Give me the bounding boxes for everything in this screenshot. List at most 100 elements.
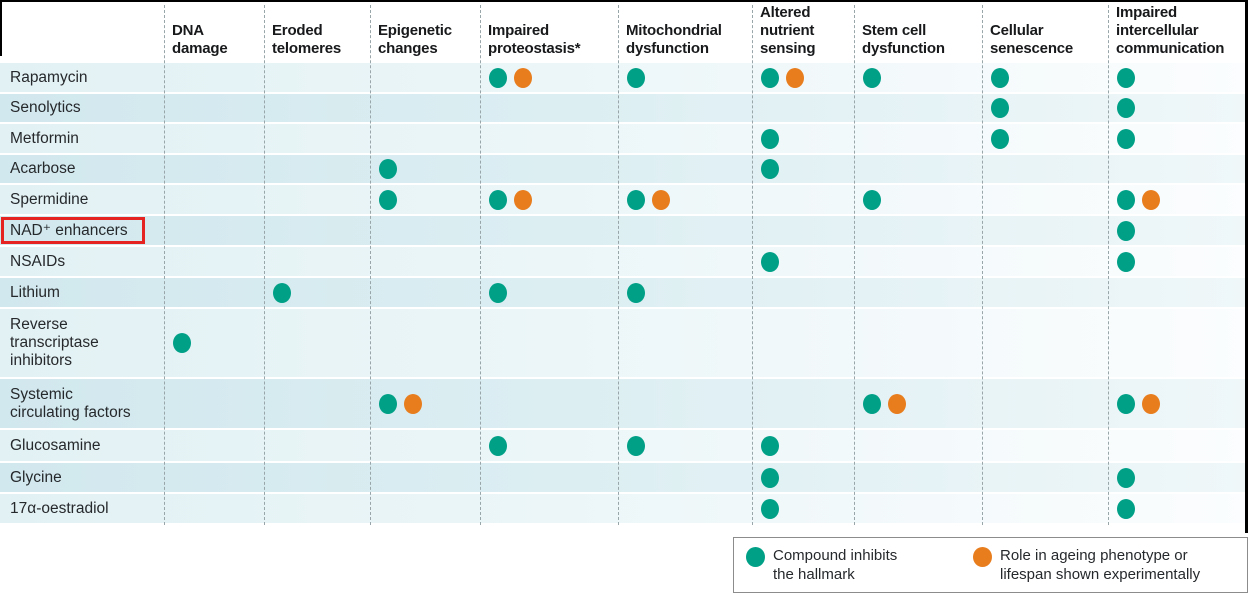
inhibits-dot-icon	[761, 128, 779, 149]
frame-left-edge	[0, 0, 2, 56]
matrix-cell	[618, 494, 752, 523]
matrix-cell	[752, 63, 854, 92]
table-row: Lithium	[0, 278, 1248, 309]
matrix-cell	[854, 216, 982, 245]
matrix-cell	[164, 124, 264, 153]
matrix-cell	[1108, 94, 1248, 122]
row-label: Glucosamine	[0, 430, 164, 461]
inhibits-dot-icon	[627, 189, 645, 210]
matrix-cell	[752, 185, 854, 214]
matrix-cell	[618, 185, 752, 214]
row-label: Reverse transcriptase inhibitors	[0, 309, 164, 377]
matrix-cell	[1108, 216, 1248, 245]
matrix-cell	[618, 309, 752, 377]
inhibits-dot-icon	[761, 159, 779, 179]
matrix-cell	[480, 278, 618, 307]
experimental-dot-icon	[514, 189, 532, 210]
matrix-cell	[752, 216, 854, 245]
experimental-dot-icon	[514, 67, 532, 88]
column-separator-line	[264, 5, 265, 525]
row-label: Systemic circulating factors	[0, 379, 164, 428]
matrix-cell	[752, 463, 854, 492]
matrix-cell	[370, 124, 480, 153]
matrix-cell	[164, 463, 264, 492]
inhibits-dot-icon	[379, 189, 397, 210]
table-row: Systemic circulating factors	[0, 379, 1248, 430]
inhibits-dot-icon	[489, 67, 507, 88]
matrix-cell	[618, 430, 752, 461]
column-header: Eroded telomeres	[272, 22, 342, 57]
matrix-cell	[164, 155, 264, 183]
legend-entry-inhibits: Compound inhibits the hallmark	[746, 546, 913, 584]
column-separator-line	[618, 5, 619, 525]
column-header: Altered nutrient sensing	[760, 4, 816, 57]
column-header: Impaired proteostasis*	[488, 22, 581, 57]
matrix-cell	[982, 278, 1108, 307]
table-row: NSAIDs	[0, 247, 1248, 278]
matrix-cell	[480, 463, 618, 492]
table-row: Metformin	[0, 124, 1248, 155]
inhibits-dot-icon	[761, 498, 779, 519]
row-label-text: Spermidine	[10, 190, 89, 208]
inhibits-dot-icon	[1117, 220, 1135, 241]
matrix-cell	[982, 124, 1108, 153]
inhibits-dot-icon	[627, 435, 645, 456]
matrix-cell	[854, 278, 982, 307]
matrix-cell	[480, 247, 618, 276]
row-label-text: Acarbose	[10, 160, 76, 177]
matrix-cell	[264, 185, 370, 214]
legend: Compound inhibits the hallmark Role in a…	[733, 537, 1248, 593]
table-row: Glucosamine	[0, 430, 1248, 463]
legend-inhibits-label: Compound inhibits the hallmark	[773, 547, 898, 583]
matrix-cell	[370, 494, 480, 523]
matrix-cell	[854, 379, 982, 428]
corner-cell	[0, 0, 164, 63]
column-header: Cellular senescence	[990, 22, 1074, 57]
matrix-cell	[854, 124, 982, 153]
matrix-cell	[164, 494, 264, 523]
inhibits-dot-icon	[489, 435, 507, 456]
inhibits-dot-icon	[991, 98, 1009, 118]
matrix-cell	[1108, 124, 1248, 153]
column-separator-line	[164, 5, 165, 525]
row-label-text: Glycine	[10, 468, 62, 486]
matrix-cell	[1108, 463, 1248, 492]
matrix-cell	[264, 494, 370, 523]
matrix-cell	[982, 430, 1108, 461]
frame-top-edge	[0, 0, 1248, 2]
column-header: Mitochondrial dysfunction	[626, 22, 722, 57]
matrix-cell	[164, 430, 264, 461]
inhibits-dot-icon	[991, 128, 1009, 149]
matrix-cell	[164, 379, 264, 428]
table-row: Spermidine	[0, 185, 1248, 216]
matrix-cell	[164, 63, 264, 92]
inhibits-dot-icon	[627, 67, 645, 88]
legend-inhibits-dot-icon	[746, 547, 765, 567]
matrix-cell	[752, 430, 854, 461]
inhibits-dot-icon	[863, 393, 881, 414]
inhibits-dot-icon	[863, 67, 881, 88]
matrix-cell	[752, 309, 854, 377]
row-label: Acarbose	[0, 155, 164, 183]
matrix-cell	[370, 463, 480, 492]
matrix-cell	[1108, 379, 1248, 428]
matrix-cell	[854, 463, 982, 492]
matrix-cell	[854, 155, 982, 183]
matrix-cell	[752, 94, 854, 122]
row-label-text: Lithium	[10, 283, 60, 301]
matrix-cell	[264, 430, 370, 461]
matrix-cell	[1108, 494, 1248, 523]
matrix-cell	[982, 247, 1108, 276]
matrix-cell	[854, 430, 982, 461]
row-label: 17α-oestradiol	[0, 494, 164, 523]
table-rows: Rapamycin Senolytics Metformin Acarbose Sper…	[0, 63, 1248, 525]
inhibits-dot-icon	[273, 282, 291, 303]
row-label-text: 17α-oestradiol	[10, 499, 109, 517]
matrix-cell	[854, 247, 982, 276]
matrix-cell	[752, 247, 854, 276]
row-label: Lithium	[0, 278, 164, 307]
frame-right-edge	[1245, 0, 1248, 533]
table-row: NAD⁺ enhancers	[0, 216, 1248, 247]
row-label: NSAIDs	[0, 247, 164, 276]
